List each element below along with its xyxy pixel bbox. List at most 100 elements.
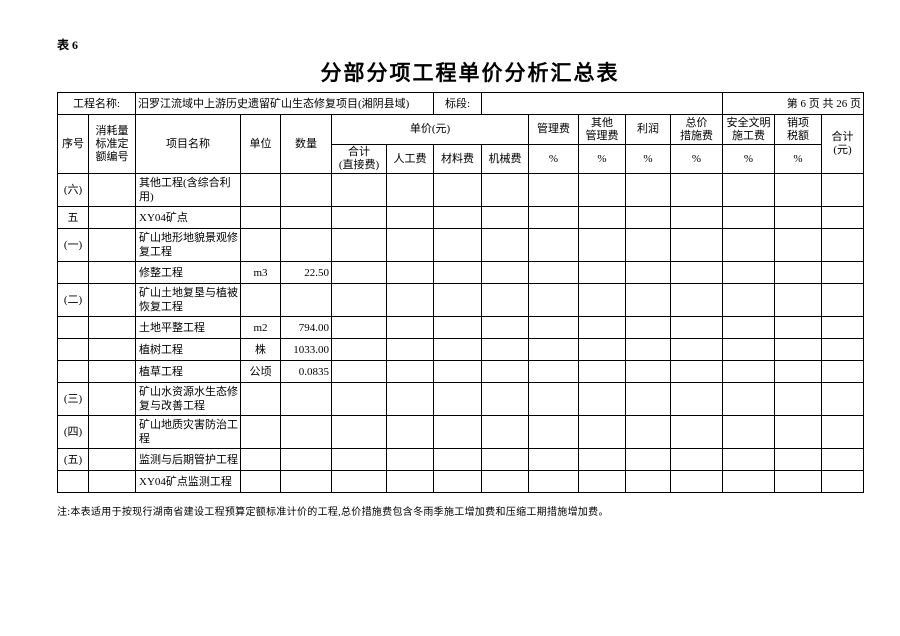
table-body: (六) 其他工程(含综合利用) 五 XY04矿点 (一) 矿山地形地貌景观修复工程 修整工程… [57,173,865,493]
cell-output-tax [774,283,822,317]
header-row-main: 序号 消耗量 标准定 额编号 项目名称 单位 数量 单价(元) 管理费 其他 管… [57,114,865,174]
cell-other-management [578,228,626,262]
cell-labor [386,316,434,339]
header-total: 合计 (元) [820,114,865,174]
cell-profit [625,415,671,449]
cell-management [528,261,579,284]
cell-management [528,470,579,493]
row-unit [240,415,281,449]
cell-profit [625,448,671,471]
cell-direct-total [331,316,387,339]
cell-total-measure [670,206,723,229]
cell-direct-total [331,415,387,449]
row-quota-code [88,360,136,383]
cell-direct-total [331,206,387,229]
row-seq [57,316,89,339]
header-seq: 序号 [57,114,89,174]
row-quota-code [88,206,136,229]
row-item-name: 修整工程 [135,261,241,284]
row-quantity: 1033.00 [280,338,332,361]
cell-other-management [578,360,626,383]
cell-other-management [578,261,626,284]
cell-management [528,173,579,207]
row-item-name: 矿山土地复垦与植被恢复工程 [135,283,241,317]
cell-total-measure [670,448,723,471]
cell-machinery [481,316,529,339]
header-quantity: 数量 [280,114,332,174]
cell-management [528,360,579,383]
cell-material [433,316,482,339]
header-quota-code: 消耗量 标准定 额编号 [88,114,136,174]
cell-other-management [578,338,626,361]
table-row: (二) 矿山土地复垦与植被恢复工程 [57,283,865,317]
table-row: (五) 监测与后期管护工程 [57,448,865,471]
row-quantity: 0.0835 [280,360,332,383]
cell-total-measure [670,470,723,493]
cell-total [820,283,865,317]
cell-labor [386,470,434,493]
cell-profit [625,228,671,262]
cell-direct-total [331,228,387,262]
row-quantity [280,206,332,229]
cell-management [528,283,579,317]
table-row: 植草工程 公顷 0.0835 [57,360,865,383]
row-quota-code [88,173,136,207]
row-quota-code [88,283,136,317]
cell-material [433,206,482,229]
row-quota-code [88,448,136,471]
row-seq [57,261,89,284]
cell-machinery [481,338,529,361]
row-quantity [280,283,332,317]
cell-output-tax [774,448,822,471]
cell-machinery [481,206,529,229]
cell-profit [625,470,671,493]
unit-price-analysis-table: 工程名称: 汨罗江流域中上游历史遗留矿山生态修复项目(湘阴县域) 标段: 第 6… [57,92,865,493]
header-unit-price-group: 单价(元) [331,114,529,145]
row-unit: 株 [240,338,281,361]
cell-machinery [481,448,529,471]
row-unit [240,283,281,317]
cell-direct-total [331,382,387,416]
cell-output-tax [774,470,822,493]
cell-total-measure [670,338,723,361]
cell-material [433,228,482,262]
cell-safety [722,415,775,449]
cell-other-management [578,448,626,471]
cell-total-measure [670,261,723,284]
cell-labor [386,415,434,449]
row-item-name: 土地平整工程 [135,316,241,339]
header-labor: 人工费 [386,144,434,174]
cell-management [528,316,579,339]
cell-total [820,316,865,339]
header-percent: % [528,144,579,174]
page-indicator: 第 6 页 共 26 页 [721,92,865,115]
cell-material [433,382,482,416]
row-item-name: XY04矿点 [135,206,241,229]
row-quantity [280,470,332,493]
cell-material [433,283,482,317]
cell-labor [386,448,434,471]
cell-total [820,470,865,493]
header-percent: % [670,144,723,174]
table-row: 修整工程 m3 22.50 [57,261,865,284]
row-item-name: 矿山地质灾害防治工程 [135,415,241,449]
header-machinery: 机械费 [481,144,529,174]
table-row: (一) 矿山地形地貌景观修复工程 [57,228,865,262]
row-item-name: 植草工程 [135,360,241,383]
header-item-name: 项目名称 [135,114,241,174]
cell-other-management [578,415,626,449]
cell-total-measure [670,415,723,449]
row-quota-code [88,470,136,493]
row-seq [57,360,89,383]
cell-management [528,382,579,416]
cell-output-tax [774,173,822,207]
row-quota-code [88,382,136,416]
row-unit [240,228,281,262]
cell-total [820,206,865,229]
cell-safety [722,470,775,493]
cell-material [433,261,482,284]
row-quota-code [88,316,136,339]
header-management: 管理费 [528,114,579,145]
cell-machinery [481,228,529,262]
row-item-name: 其他工程(含综合利用) [135,173,241,207]
